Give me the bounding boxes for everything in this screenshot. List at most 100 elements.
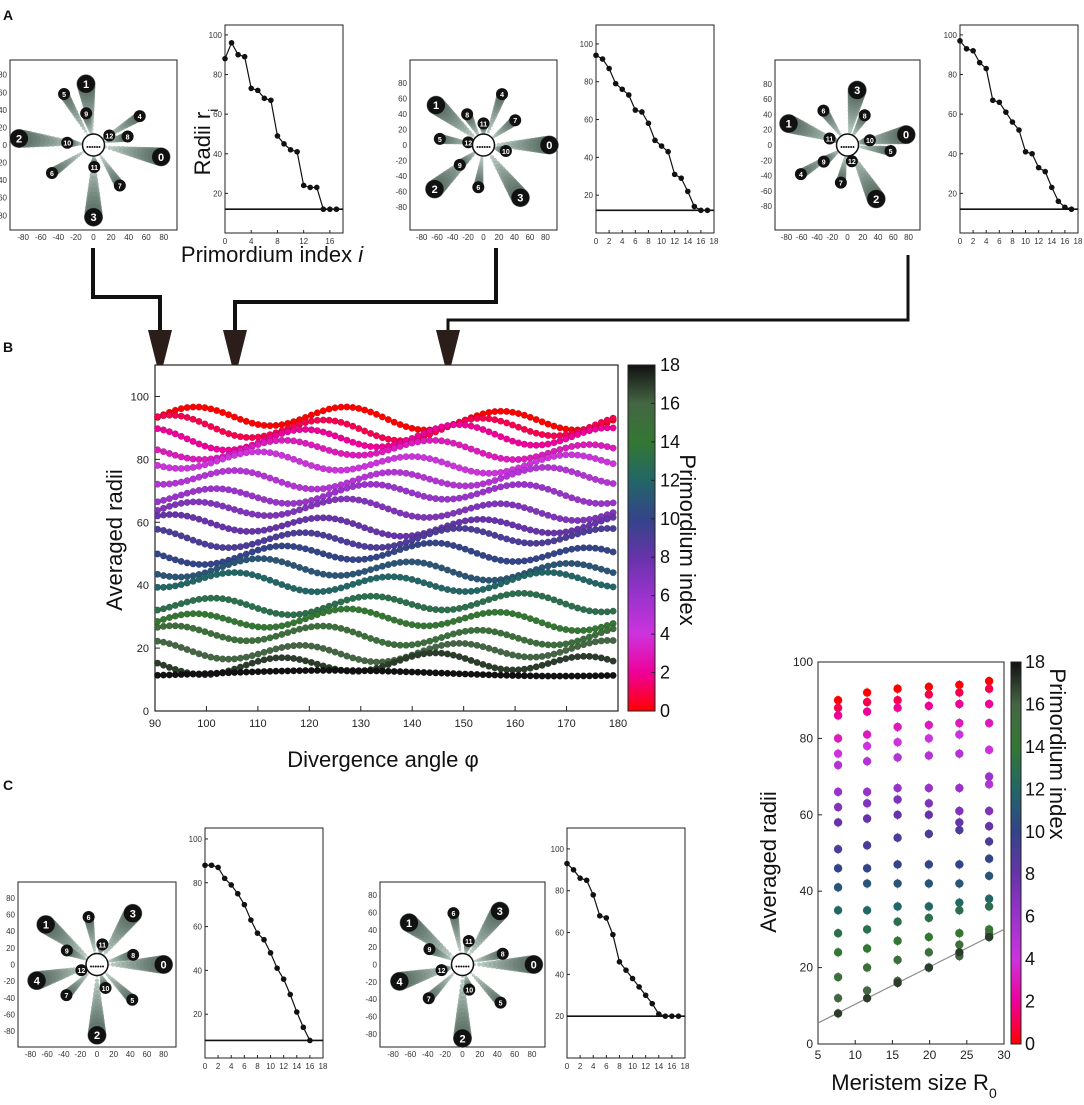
scatter-point	[337, 418, 345, 426]
scatter-point	[396, 546, 404, 554]
scatter-point	[337, 516, 345, 524]
scatter-point	[278, 421, 286, 429]
scatter-point	[924, 860, 934, 869]
scatter-point	[473, 424, 481, 432]
scatter-point	[443, 619, 452, 627]
scatter-point	[591, 544, 599, 552]
scatter-point	[609, 499, 617, 507]
primordium-marker	[848, 81, 867, 100]
scatter-point	[443, 438, 452, 446]
x-tick-label: 0	[460, 1050, 465, 1059]
scatter-point	[508, 501, 517, 509]
scatter-point	[219, 427, 227, 436]
scatter-point	[266, 474, 274, 482]
scatter-point	[278, 531, 286, 539]
radii-point	[274, 965, 280, 971]
scatter-point	[189, 488, 197, 496]
scatter-point	[266, 525, 274, 533]
scatter-point	[331, 417, 339, 425]
scatter-point	[609, 569, 617, 577]
scatter-point	[473, 641, 481, 649]
x-tick-label: 80	[541, 233, 550, 242]
scatter-point	[556, 515, 564, 523]
scatter-point	[538, 431, 546, 439]
scatter-point	[520, 672, 528, 680]
scatter-point	[479, 598, 487, 606]
scatter-point	[437, 478, 446, 487]
scatter-point	[544, 568, 552, 576]
scatter-point	[485, 478, 493, 486]
scatter-point	[367, 566, 375, 574]
scatter-point	[514, 455, 523, 464]
scatter-point	[568, 644, 576, 653]
scatter-point	[408, 512, 416, 520]
scatter-point	[503, 419, 511, 427]
scatter-point	[520, 653, 528, 661]
primordium-marker	[60, 944, 73, 957]
scatter-point	[467, 574, 475, 582]
scatter-point	[597, 629, 605, 637]
scatter-point	[266, 422, 274, 430]
scatter-point	[402, 641, 410, 649]
scatter-point	[514, 523, 523, 531]
scatter-point	[591, 653, 599, 661]
scatter-point	[319, 587, 327, 595]
scatter-point	[284, 629, 292, 637]
scatter-point	[165, 554, 173, 562]
scatter-point	[159, 671, 168, 679]
y-tick-label: 40	[398, 110, 407, 119]
scatter-point	[331, 466, 339, 474]
scatter-point	[361, 524, 369, 532]
scatter-point	[514, 589, 523, 597]
scatter-point	[924, 751, 934, 760]
scatter-point	[473, 490, 481, 498]
scatter-point	[207, 629, 215, 638]
scatter-point	[568, 494, 576, 502]
scatter-point	[514, 538, 523, 546]
scatter-point	[426, 669, 434, 677]
scatter-point	[207, 444, 215, 452]
scatter-point	[562, 646, 570, 655]
scatter-point	[514, 409, 523, 418]
scatter-point	[384, 505, 392, 513]
scatter-point	[603, 546, 611, 554]
scatter-point	[597, 672, 605, 680]
scatter-point	[833, 696, 843, 705]
scatter-point	[426, 494, 434, 502]
scatter-point	[207, 542, 215, 550]
radii-point	[983, 65, 990, 72]
colorbar-tick-label: 12	[1025, 779, 1045, 799]
scatter-point	[556, 535, 564, 543]
primordium-marker	[462, 136, 475, 149]
scatter-point	[325, 490, 333, 498]
scatter-point	[361, 607, 369, 615]
spiral-plot-a2: -80-80-60-60-40-40-20-200020204040606080…	[395, 59, 559, 242]
radii-point	[675, 1013, 682, 1019]
scatter-point	[585, 544, 593, 552]
scatter-point	[278, 667, 286, 675]
scatter-point	[195, 462, 203, 470]
scatter-point	[219, 595, 227, 603]
scatter-point	[313, 569, 321, 577]
scatter-point	[278, 510, 286, 519]
x-tick-label: 40	[493, 1050, 502, 1059]
scatter-point	[449, 605, 457, 613]
scatter-point	[526, 505, 534, 513]
scatter-point	[301, 624, 310, 632]
scatter-point	[538, 483, 546, 492]
scatter-point	[597, 545, 605, 553]
scatter-point	[165, 502, 173, 510]
scatter-point	[372, 470, 381, 478]
scatter-point	[313, 622, 321, 630]
x-tick-label: -60	[431, 233, 443, 242]
scatter-point	[183, 610, 191, 618]
scatter-point	[278, 654, 286, 662]
center-dot	[460, 965, 463, 968]
scatter-point	[556, 598, 564, 606]
scatter-point	[201, 420, 209, 428]
scatter-point	[520, 455, 528, 463]
y-tick-label: 0	[403, 141, 408, 150]
x-tick-label: 160	[506, 718, 524, 730]
scatter-point	[248, 469, 256, 477]
scatter-point	[408, 470, 416, 478]
